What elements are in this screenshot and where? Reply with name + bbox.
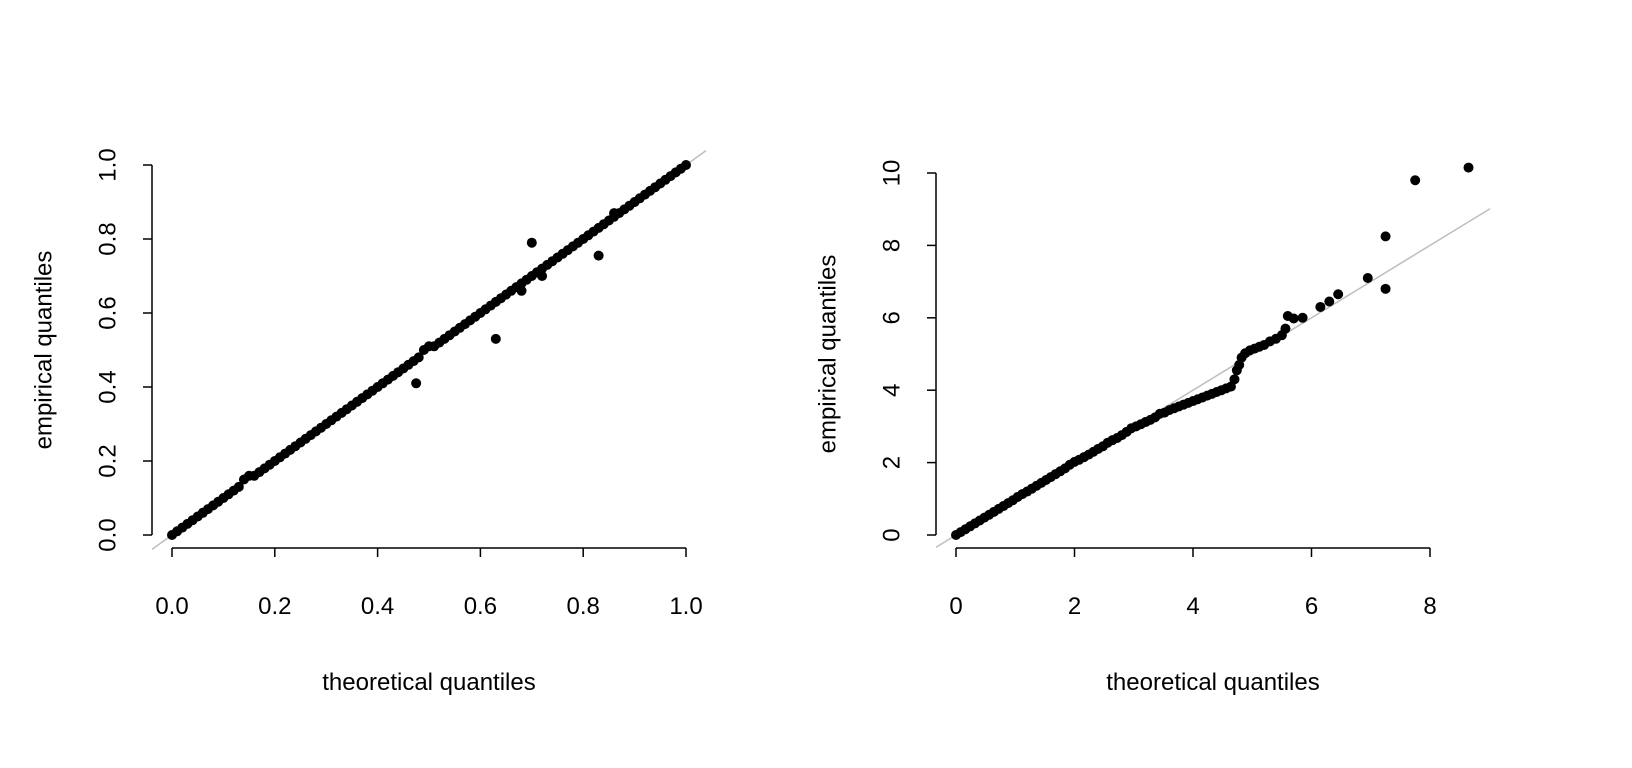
y-tick-label: 10: [879, 160, 906, 187]
y-axis-title: empirical quantiles: [815, 255, 842, 454]
x-tick-label: 0.0: [155, 593, 188, 620]
data-point: [1380, 283, 1391, 294]
qq-plot-panel-2: 0 2 4 6 8 0 2 4 6 8 10 theoretical quantiles empiric…: [815, 160, 1491, 696]
x-tick-label: 0: [949, 593, 962, 620]
y-tick-label: 0: [879, 528, 906, 541]
x-tick-label: 0.6: [464, 593, 497, 620]
y-tick-label: 0.2: [95, 444, 122, 477]
x-tick-label: 2: [1068, 593, 1081, 620]
data-point: [1324, 296, 1335, 307]
x-tick-label: 0.8: [567, 593, 600, 620]
data-point: [411, 378, 422, 389]
data-point: [516, 285, 527, 296]
data-point: [1229, 374, 1240, 385]
data-point: [1410, 175, 1421, 186]
qq-plot-panel-1: 0.0 0.2 0.4 0.6 0.8 1.0 0.0 0.2 0.4 0.6 0.8 1.0 theo…: [31, 148, 707, 696]
data-point: [1315, 301, 1326, 312]
x-tick-label: 0.2: [258, 593, 291, 620]
y-tick-label: 0.8: [95, 222, 122, 255]
y-tick-label: 4: [879, 384, 906, 397]
data-point: [609, 208, 620, 219]
data-point: [1333, 289, 1344, 300]
y-tick-label: 2: [879, 456, 906, 469]
data-point: [537, 271, 548, 281]
y-tick-label: 0.6: [95, 296, 122, 329]
data-point: [233, 481, 244, 492]
x-axis-title: theoretical quantiles: [1106, 669, 1319, 696]
data-point: [526, 237, 537, 248]
y-tick-label: 8: [879, 239, 906, 252]
data-point: [413, 352, 424, 363]
data-point: [1463, 162, 1474, 173]
data-point: [593, 250, 604, 261]
data-point: [1280, 323, 1291, 334]
x-tick-label: 1.0: [669, 593, 702, 620]
y-tick-label: 0.4: [95, 370, 122, 403]
data-point: [490, 333, 501, 344]
x-tick-label: 6: [1305, 593, 1318, 620]
data-point: [1297, 312, 1308, 323]
y-axis-title: empirical quantiles: [31, 251, 58, 450]
x-axis-title: theoretical quantiles: [322, 669, 535, 696]
y-tick-label: 6: [879, 311, 906, 324]
y-tick-label: 1.0: [95, 148, 122, 181]
x-tick-label: 4: [1186, 593, 1199, 620]
y-tick-label: 0.0: [95, 518, 122, 551]
x-tick-label: 8: [1423, 593, 1436, 620]
data-point: [1362, 272, 1373, 283]
data-point: [1288, 313, 1299, 324]
data-point: [1380, 231, 1391, 242]
x-tick-label: 0.4: [361, 593, 394, 620]
data-point: [681, 160, 691, 170]
